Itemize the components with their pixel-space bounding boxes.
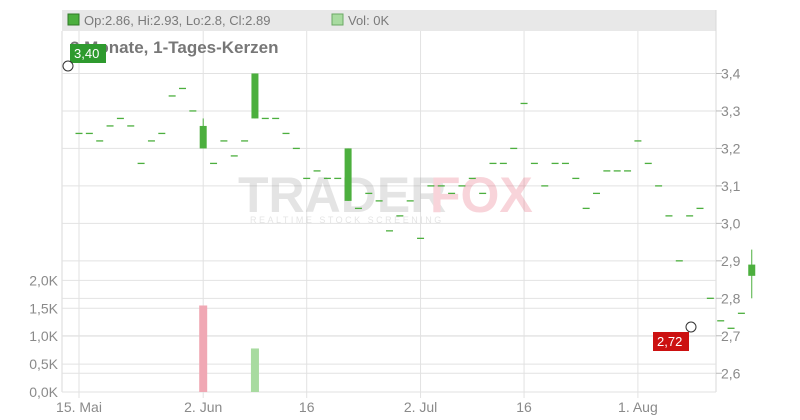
price-candles (75, 73, 756, 329)
volume-axis: 2,0K 1,5K 1,0K 0,5K 0,0K (29, 272, 58, 400)
volume-tick-label: 0,5K (29, 356, 58, 372)
volume-tick-label: 1,5K (29, 300, 58, 316)
date-tick-label: 2. Jul (404, 399, 437, 415)
date-axis: 15. Mai 2. Jun 16 2. Jul 16 1. Aug (56, 399, 658, 415)
max-price-label: 3,40 (74, 46, 99, 61)
candle-body (251, 73, 259, 119)
ohlc-legend-text: Op:2.86, Hi:2.93, Lo:2.8, Cl:2.89 (84, 13, 270, 28)
volume-bar (250, 348, 259, 392)
max-price-badge (70, 44, 106, 63)
price-tick-label: 3,2 (721, 140, 741, 156)
ohlc-legend-swatch (67, 13, 80, 26)
price-tick-label: 3,0 (721, 215, 741, 231)
legend-bar (62, 10, 716, 31)
chart-title: 3 Monate, 1-Tages-Kerzen (70, 38, 278, 57)
watermark-brand-left: TRADER (238, 167, 446, 223)
volume-tick-label: 2,0K (29, 272, 58, 288)
grid-lines (62, 31, 716, 398)
date-tick-label: 15. Mai (56, 399, 102, 415)
candle-body (344, 148, 352, 201)
date-tick-label: 1. Aug (618, 399, 658, 415)
date-tick-label: 16 (516, 399, 532, 415)
date-tick-label: 16 (299, 399, 315, 415)
price-tick-label: 3,4 (721, 65, 741, 81)
watermark-brand-right: FOX (430, 167, 533, 223)
min-price-marker: 2,72 (653, 321, 697, 351)
watermark: TRADER FOX REALTIME STOCK SCREENING (238, 167, 533, 225)
price-tick-label: 2,8 (721, 290, 741, 306)
min-price-label: 2,72 (657, 334, 682, 349)
watermark-tagline: REALTIME STOCK SCREENING (250, 215, 444, 225)
price-tick-label: 2,6 (721, 365, 741, 381)
min-price-circle (685, 321, 697, 333)
price-tick-label: 2,9 (721, 253, 741, 269)
volume-legend-swatch (331, 13, 344, 26)
volume-bar (199, 305, 208, 392)
price-tick-label: 2,7 (721, 328, 741, 344)
min-price-badge (653, 332, 689, 351)
volume-tick-label: 1,0K (29, 328, 58, 344)
max-price-marker: 3,40 (62, 44, 106, 72)
date-tick-label: 2. Jun (184, 399, 222, 415)
price-axis: 3,4 3,3 3,2 3,1 3,0 2,9 2,8 2,7 2,6 (716, 65, 741, 381)
candle-body (199, 125, 207, 149)
price-tick-label: 3,3 (721, 103, 741, 119)
volume-tick-label: 0,0K (29, 384, 58, 400)
candle-body (748, 264, 756, 276)
max-price-circle (62, 60, 74, 72)
volume-bars (199, 305, 259, 392)
volume-legend-text: Vol: 0K (348, 13, 390, 28)
price-tick-label: 3,1 (721, 178, 741, 194)
